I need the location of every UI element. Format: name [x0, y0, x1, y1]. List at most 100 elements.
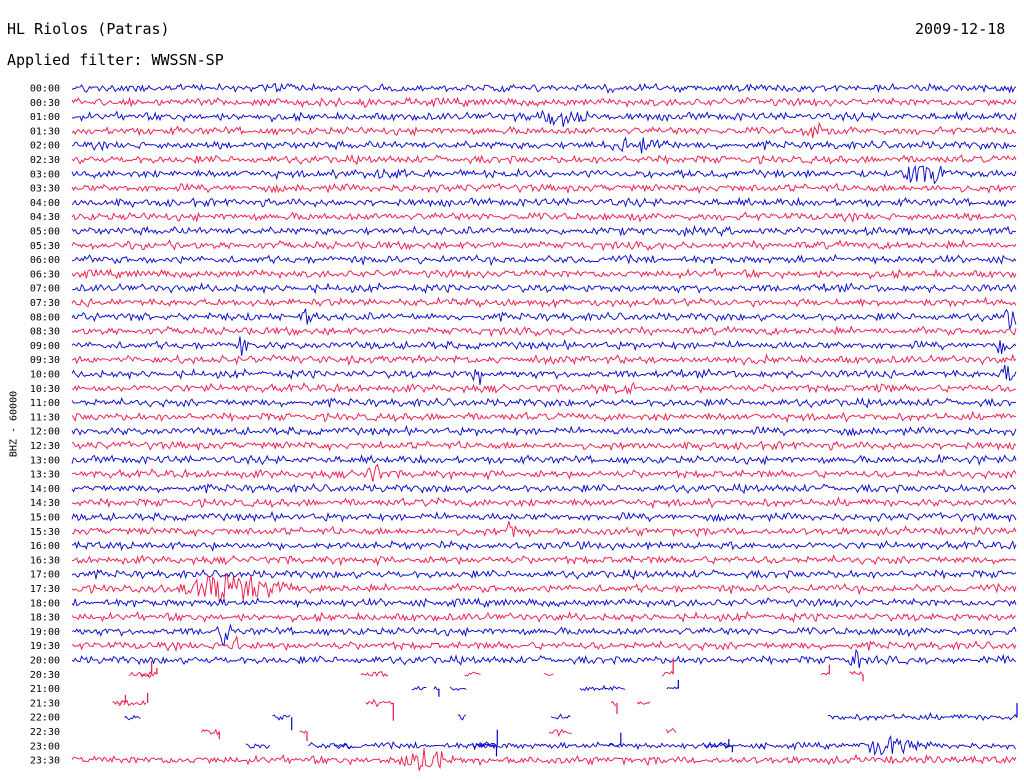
trace-line: [71, 211, 1017, 223]
trace-segment: [299, 730, 307, 734]
filter-label: Applied filter: WWSSN-SP: [7, 51, 224, 69]
time-tick-label: 09:30: [30, 355, 60, 366]
trace-segment: [610, 701, 617, 707]
time-tick-label: 01:30: [30, 126, 60, 137]
time-tick-label: 10:00: [30, 370, 60, 381]
time-tick-label: 05:30: [30, 241, 60, 252]
trace-line: [71, 648, 1017, 669]
trace-segment: [604, 686, 626, 691]
trace-line: [71, 748, 1017, 771]
trace-segment: [411, 685, 427, 691]
trace-line: [71, 596, 1017, 609]
time-tick-label: 02:00: [30, 141, 60, 152]
trace-segment: [139, 671, 157, 678]
trace-segment: [308, 734, 1016, 756]
time-tick-label: 10:30: [30, 384, 60, 395]
time-tick-label: 03:30: [30, 184, 60, 195]
trace-segment: [543, 672, 554, 676]
trace-line: [71, 623, 1017, 647]
trace-segment: [665, 727, 677, 734]
trace-line: [71, 568, 1017, 581]
trace-line: [71, 224, 1017, 238]
trace-segment: [636, 701, 651, 705]
trace-line: [71, 382, 1017, 395]
time-tick-label: 05:00: [30, 227, 60, 238]
time-tick-label: 04:30: [30, 212, 60, 223]
trace-line: [71, 239, 1017, 252]
station-title: HL Riolos (Patras): [7, 20, 170, 38]
trace-line: [71, 454, 1017, 466]
trace-line: [71, 282, 1017, 295]
time-tick-label: 07:30: [30, 298, 60, 309]
trace-line: [71, 253, 1017, 267]
time-tick-label: 16:00: [30, 541, 60, 552]
time-tick-label: 01:00: [30, 112, 60, 123]
time-tick-label: 11:00: [30, 398, 60, 409]
trace-line: [71, 165, 1017, 185]
trace-line: [71, 410, 1017, 424]
trace-segment: [661, 670, 674, 677]
time-tick-label: 23:30: [30, 756, 60, 767]
trace-segment: [464, 671, 481, 677]
trace-line: [71, 336, 1017, 356]
time-tick-label: 17:30: [30, 584, 60, 595]
trace-segment: [820, 672, 830, 676]
trace-line: [71, 463, 1017, 482]
trace-segment: [123, 699, 147, 707]
trace-line: [71, 554, 1017, 567]
time-tick-label: 14:30: [30, 498, 60, 509]
trace-segment: [849, 670, 863, 676]
trace-segment: [608, 742, 620, 748]
trace-segment: [550, 713, 571, 720]
trace-line: [71, 267, 1017, 280]
time-tick-label: 20:30: [30, 670, 60, 681]
time-tick-label: 16:30: [30, 555, 60, 566]
trace-segment: [719, 742, 729, 747]
time-tick-label: 22:30: [30, 727, 60, 738]
time-tick-label: 22:00: [30, 713, 60, 724]
trace-segment: [118, 700, 125, 706]
trace-line: [71, 482, 1017, 495]
time-tick-label: 20:00: [30, 656, 60, 667]
trace-line: [71, 121, 1017, 139]
time-tick-label: 23:00: [30, 741, 60, 752]
time-tick-label: 21:00: [30, 684, 60, 695]
trace-segment: [477, 741, 497, 748]
trace-line: [71, 510, 1017, 523]
trace-segment: [449, 686, 467, 691]
time-tick-label: 00:30: [30, 98, 60, 109]
time-tick-label: 08:00: [30, 312, 60, 323]
time-tick-label: 11:30: [30, 412, 60, 423]
time-tick-label: 18:00: [30, 598, 60, 609]
trace-line: [71, 182, 1017, 195]
time-tick-label: 06:30: [30, 269, 60, 280]
trace-line: [72, 635, 1017, 652]
trace-segment: [124, 715, 141, 721]
time-tick-label: 09:00: [30, 341, 60, 352]
trace-segment: [457, 714, 467, 721]
date-label: 2009-12-18: [915, 20, 1006, 38]
trace-segment: [827, 712, 1018, 722]
time-tick-label: 15:00: [30, 513, 60, 524]
time-tick-label: 13:00: [30, 455, 60, 466]
time-tick-label: 12:00: [30, 427, 60, 438]
trace-line: [71, 136, 1017, 154]
trace-segment: [704, 742, 733, 750]
time-tick-label: 06:00: [30, 255, 60, 266]
trace-line: [71, 521, 1017, 538]
trace-line: [71, 82, 1017, 94]
trace-segment: [760, 744, 766, 749]
trace-segment: [433, 685, 439, 691]
time-tick-label: 18:30: [30, 613, 60, 624]
trace-segment: [471, 741, 497, 749]
trace-line: [71, 353, 1017, 367]
trace-segment: [666, 686, 679, 690]
time-tick-label: 03:00: [30, 169, 60, 180]
trace-segment: [365, 698, 394, 708]
time-tick-label: 19:30: [30, 641, 60, 652]
time-tick-label: 02:30: [30, 155, 60, 166]
trace-line: [71, 109, 1017, 127]
trace-line: [71, 539, 1017, 552]
time-tick-label: 07:00: [30, 284, 60, 295]
